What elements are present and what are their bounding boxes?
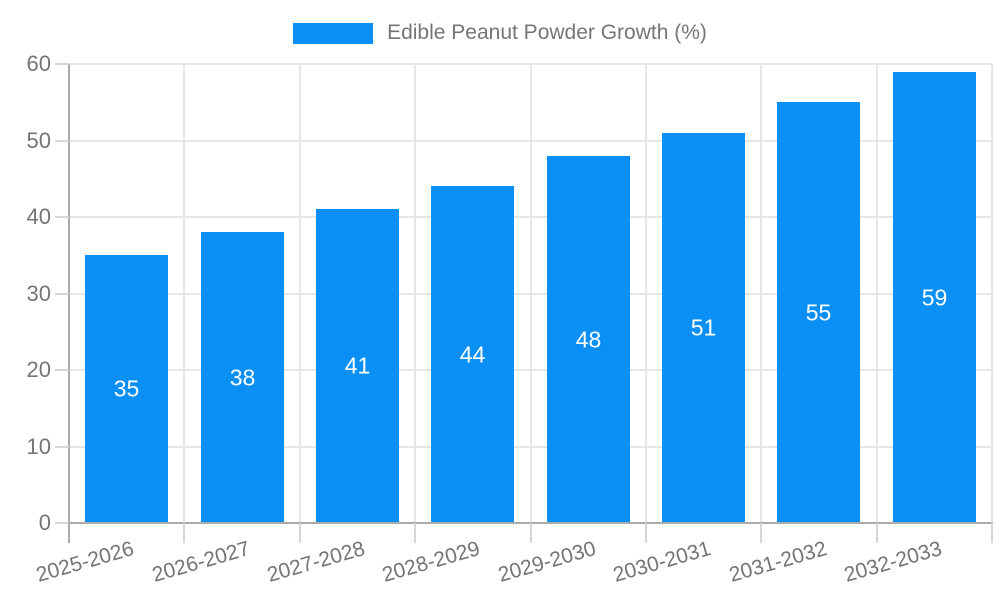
y-tick: [55, 522, 69, 524]
x-tick-label: 2028-2029: [379, 537, 483, 587]
x-tick: [991, 523, 993, 543]
y-tick: [55, 216, 69, 218]
x-tick-label: 2032-2033: [841, 537, 945, 587]
x-tick: [298, 523, 301, 543]
bar-value-label: 51: [690, 314, 717, 341]
y-tick: [55, 292, 69, 295]
gridline-v: [875, 64, 878, 523]
x-tick-label: 2025-2026: [33, 537, 137, 587]
gridline-v: [991, 64, 993, 523]
y-tick-label: 60: [26, 51, 51, 76]
legend-swatch: [293, 22, 374, 44]
y-tick: [55, 445, 69, 448]
bar[interactable]: 51: [662, 133, 745, 523]
x-tick-label: 2030-2031: [610, 537, 714, 587]
x-tick: [183, 523, 186, 543]
x-tick-label: 2026-2027: [149, 537, 253, 587]
y-tick-label: 30: [26, 280, 51, 306]
legend-label: Edible Peanut Powder Growth (%): [387, 21, 707, 44]
gridline-v: [298, 64, 301, 523]
x-tick: [414, 523, 417, 543]
x-tick-label: 2027-2028: [264, 537, 368, 587]
x-tick-label: 2029-2030: [495, 537, 599, 587]
bar[interactable]: 44: [431, 186, 514, 523]
x-tick: [760, 523, 763, 543]
bar-value-label: 41: [344, 352, 371, 379]
gridline-v: [183, 64, 186, 523]
bar-value-label: 44: [459, 341, 486, 367]
bar[interactable]: 38: [201, 232, 284, 523]
bar[interactable]: 59: [893, 72, 976, 523]
bar[interactable]: 48: [547, 156, 630, 523]
gridline-v: [644, 64, 647, 523]
x-tick: [875, 523, 878, 543]
y-tick-label: 20: [26, 357, 51, 382]
bar-value-label: 35: [113, 375, 140, 402]
x-tick-label: 2031-2032: [726, 537, 830, 587]
y-tick: [55, 369, 69, 371]
y-tick-label: 10: [26, 433, 51, 459]
y-tick-label: 40: [26, 204, 51, 229]
x-tick: [529, 523, 532, 543]
bar-value-label: 48: [575, 326, 602, 352]
y-tick-label: 0: [38, 510, 51, 535]
y-tick: [55, 139, 69, 142]
y-axis-line: [68, 64, 70, 543]
x-tick: [644, 523, 647, 543]
gridline-v: [760, 64, 763, 523]
bar-value-label: 38: [229, 364, 256, 390]
legend[interactable]: Edible Peanut Powder Growth (%): [0, 22, 1000, 44]
gridline-v: [529, 64, 532, 523]
plot-area: 35 38 41 44 48 51 55 59: [69, 63, 993, 523]
gridline-v: [414, 64, 417, 523]
bar[interactable]: 55: [777, 102, 860, 523]
bar[interactable]: 41: [316, 209, 399, 523]
bar-value-label: 55: [805, 299, 832, 325]
y-tick-label: 50: [26, 127, 51, 153]
y-tick: [55, 63, 69, 65]
x-tick: [68, 523, 70, 543]
bar-value-label: 59: [921, 284, 948, 310]
bar[interactable]: 35: [85, 255, 168, 523]
